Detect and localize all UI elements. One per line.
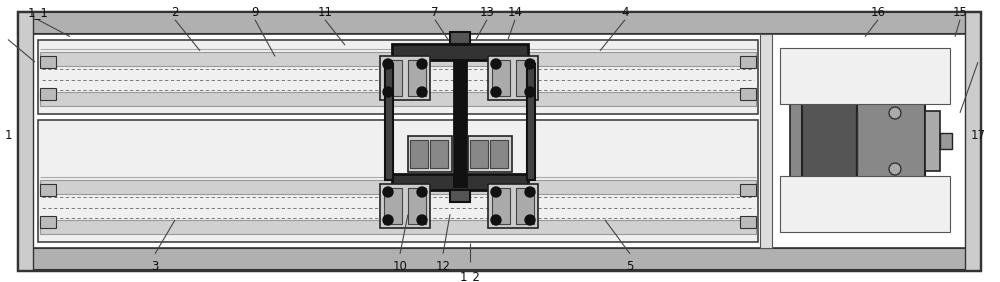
Bar — [392, 44, 528, 60]
Bar — [940, 133, 952, 149]
Text: 17: 17 — [970, 129, 986, 142]
Bar — [30, 34, 968, 248]
Bar — [38, 40, 758, 114]
Bar — [740, 184, 756, 196]
Text: 14: 14 — [508, 6, 522, 19]
Bar — [492, 188, 510, 224]
Circle shape — [417, 87, 427, 97]
Circle shape — [417, 59, 427, 69]
Bar — [450, 190, 470, 202]
Bar — [384, 188, 402, 224]
Circle shape — [491, 215, 501, 225]
Bar — [790, 61, 802, 221]
Text: 9: 9 — [251, 6, 259, 19]
Circle shape — [383, 215, 393, 225]
Bar — [38, 120, 758, 242]
Circle shape — [383, 87, 393, 97]
Bar — [410, 140, 428, 168]
Bar — [18, 248, 980, 270]
Bar — [40, 184, 56, 196]
Bar — [380, 184, 430, 228]
Bar — [740, 216, 756, 228]
Circle shape — [525, 59, 535, 69]
Text: 1_1: 1_1 — [28, 6, 48, 19]
Circle shape — [889, 107, 901, 119]
Bar — [40, 52, 756, 66]
Bar — [488, 56, 538, 100]
Bar — [857, 93, 925, 189]
Bar — [40, 220, 756, 234]
Bar — [740, 56, 756, 68]
Text: 11: 11 — [318, 6, 332, 19]
Circle shape — [525, 187, 535, 197]
Bar — [492, 60, 510, 96]
Text: 5: 5 — [626, 260, 634, 273]
Text: 10: 10 — [393, 260, 407, 273]
Bar — [740, 88, 756, 100]
Bar — [468, 136, 512, 172]
Circle shape — [383, 187, 393, 197]
Bar — [430, 140, 448, 168]
Bar — [965, 12, 980, 270]
Bar — [450, 32, 470, 44]
Circle shape — [491, 59, 501, 69]
Bar — [40, 92, 756, 106]
Bar — [384, 60, 402, 96]
Bar — [40, 56, 56, 68]
Bar — [780, 48, 950, 104]
Bar — [380, 56, 430, 100]
Bar — [385, 64, 393, 180]
Bar — [470, 140, 488, 168]
Bar — [925, 111, 940, 171]
Circle shape — [417, 215, 427, 225]
Bar — [40, 216, 56, 228]
Bar — [490, 140, 508, 168]
Bar — [780, 176, 950, 232]
Text: 15: 15 — [953, 6, 967, 19]
Bar — [527, 64, 535, 180]
Bar — [760, 34, 772, 248]
Text: 3: 3 — [151, 260, 159, 273]
Bar — [488, 184, 538, 228]
Bar — [40, 180, 756, 194]
Bar — [516, 60, 534, 96]
Text: 13: 13 — [480, 6, 494, 19]
Circle shape — [525, 87, 535, 97]
Text: 4: 4 — [621, 6, 629, 19]
Text: 12: 12 — [436, 260, 450, 273]
Circle shape — [525, 215, 535, 225]
Circle shape — [491, 87, 501, 97]
Bar — [40, 88, 56, 100]
Bar — [454, 60, 466, 186]
Bar — [802, 86, 857, 196]
Text: 1_2: 1_2 — [460, 270, 480, 282]
Text: 2: 2 — [171, 6, 179, 19]
Bar — [408, 60, 426, 96]
Text: 16: 16 — [870, 6, 886, 19]
Text: 7: 7 — [431, 6, 439, 19]
Bar — [408, 188, 426, 224]
Bar — [516, 188, 534, 224]
Circle shape — [889, 163, 901, 175]
Text: 1: 1 — [4, 129, 12, 142]
Bar — [18, 12, 33, 270]
Bar — [392, 174, 528, 190]
Circle shape — [491, 187, 501, 197]
Bar — [18, 12, 980, 34]
Bar — [408, 136, 452, 172]
Circle shape — [383, 59, 393, 69]
Circle shape — [417, 187, 427, 197]
